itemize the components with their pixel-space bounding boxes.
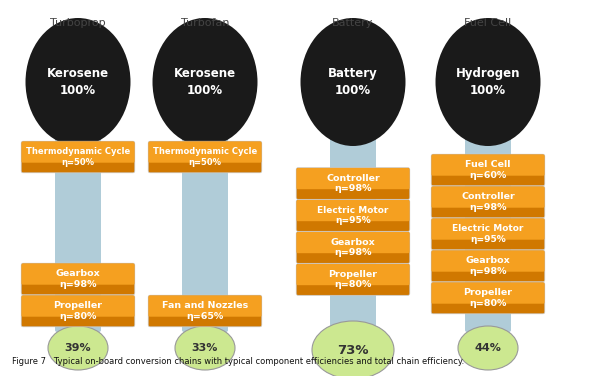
- Text: Thermodynamic Cycle
η=50%: Thermodynamic Cycle η=50%: [26, 147, 130, 167]
- Text: Propeller
η=80%: Propeller η=80%: [463, 288, 512, 308]
- Text: 39%: 39%: [65, 343, 91, 353]
- FancyBboxPatch shape: [21, 141, 135, 173]
- FancyBboxPatch shape: [55, 136, 101, 332]
- Text: 33%: 33%: [192, 343, 218, 353]
- Text: Figure 7   Typical on-board conversion chains with typical component efficiencie: Figure 7 Typical on-board conversion cha…: [12, 357, 464, 366]
- FancyBboxPatch shape: [431, 218, 544, 240]
- FancyBboxPatch shape: [431, 282, 544, 314]
- Text: Electric Motor
η=95%: Electric Motor η=95%: [317, 206, 388, 225]
- Text: Controller
η=98%: Controller η=98%: [326, 174, 380, 193]
- Ellipse shape: [458, 326, 518, 370]
- Ellipse shape: [436, 18, 540, 146]
- Ellipse shape: [175, 326, 235, 370]
- FancyBboxPatch shape: [296, 200, 410, 231]
- FancyBboxPatch shape: [22, 296, 134, 317]
- Text: Gearbox
η=98%: Gearbox η=98%: [56, 269, 100, 289]
- Ellipse shape: [312, 321, 394, 376]
- Text: Kerosene
100%: Kerosene 100%: [47, 67, 109, 97]
- Ellipse shape: [301, 18, 405, 146]
- Text: Fuel Cell
η=60%: Fuel Cell η=60%: [465, 160, 511, 180]
- FancyBboxPatch shape: [296, 168, 410, 189]
- Text: Turbofan: Turbofan: [181, 18, 229, 28]
- FancyBboxPatch shape: [296, 168, 410, 199]
- FancyBboxPatch shape: [465, 136, 511, 332]
- FancyBboxPatch shape: [431, 186, 544, 208]
- FancyBboxPatch shape: [431, 154, 544, 186]
- Text: Controller
η=98%: Controller η=98%: [461, 192, 515, 212]
- Text: Propeller
η=80%: Propeller η=80%: [53, 301, 102, 321]
- FancyBboxPatch shape: [182, 136, 228, 332]
- FancyBboxPatch shape: [21, 263, 135, 295]
- FancyBboxPatch shape: [296, 232, 410, 263]
- FancyBboxPatch shape: [148, 296, 261, 317]
- Text: Fuel Cell: Fuel Cell: [465, 18, 512, 28]
- Text: Hydrogen
100%: Hydrogen 100%: [456, 67, 520, 97]
- FancyBboxPatch shape: [148, 295, 262, 327]
- FancyBboxPatch shape: [296, 264, 410, 285]
- FancyBboxPatch shape: [296, 264, 410, 295]
- Text: Electric Motor
η=95%: Electric Motor η=95%: [453, 224, 524, 244]
- FancyBboxPatch shape: [22, 264, 134, 285]
- FancyBboxPatch shape: [296, 200, 410, 221]
- FancyBboxPatch shape: [431, 155, 544, 176]
- FancyBboxPatch shape: [431, 250, 544, 272]
- FancyBboxPatch shape: [330, 136, 376, 327]
- Text: Gearbox
η=98%: Gearbox η=98%: [330, 238, 375, 258]
- Text: 73%: 73%: [337, 344, 369, 356]
- FancyBboxPatch shape: [296, 232, 410, 253]
- FancyBboxPatch shape: [148, 141, 261, 163]
- FancyBboxPatch shape: [431, 282, 544, 304]
- Ellipse shape: [25, 18, 131, 146]
- Text: Fan and Nozzles
η=65%: Fan and Nozzles η=65%: [162, 301, 248, 321]
- Ellipse shape: [152, 18, 258, 146]
- Text: Gearbox
η=98%: Gearbox η=98%: [466, 256, 511, 276]
- Text: Thermodynamic Cycle
η=50%: Thermodynamic Cycle η=50%: [153, 147, 257, 167]
- FancyBboxPatch shape: [431, 250, 544, 282]
- Text: Propeller
η=80%: Propeller η=80%: [329, 270, 378, 290]
- Text: Kerosene
100%: Kerosene 100%: [174, 67, 236, 97]
- Ellipse shape: [48, 326, 108, 370]
- Text: Battery
100%: Battery 100%: [328, 67, 378, 97]
- Text: Turboprop: Turboprop: [50, 18, 106, 28]
- FancyBboxPatch shape: [21, 295, 135, 327]
- FancyBboxPatch shape: [431, 186, 544, 218]
- Text: Battery: Battery: [332, 18, 374, 28]
- FancyBboxPatch shape: [431, 218, 544, 250]
- Text: 44%: 44%: [474, 343, 502, 353]
- FancyBboxPatch shape: [148, 141, 262, 173]
- FancyBboxPatch shape: [22, 141, 134, 163]
